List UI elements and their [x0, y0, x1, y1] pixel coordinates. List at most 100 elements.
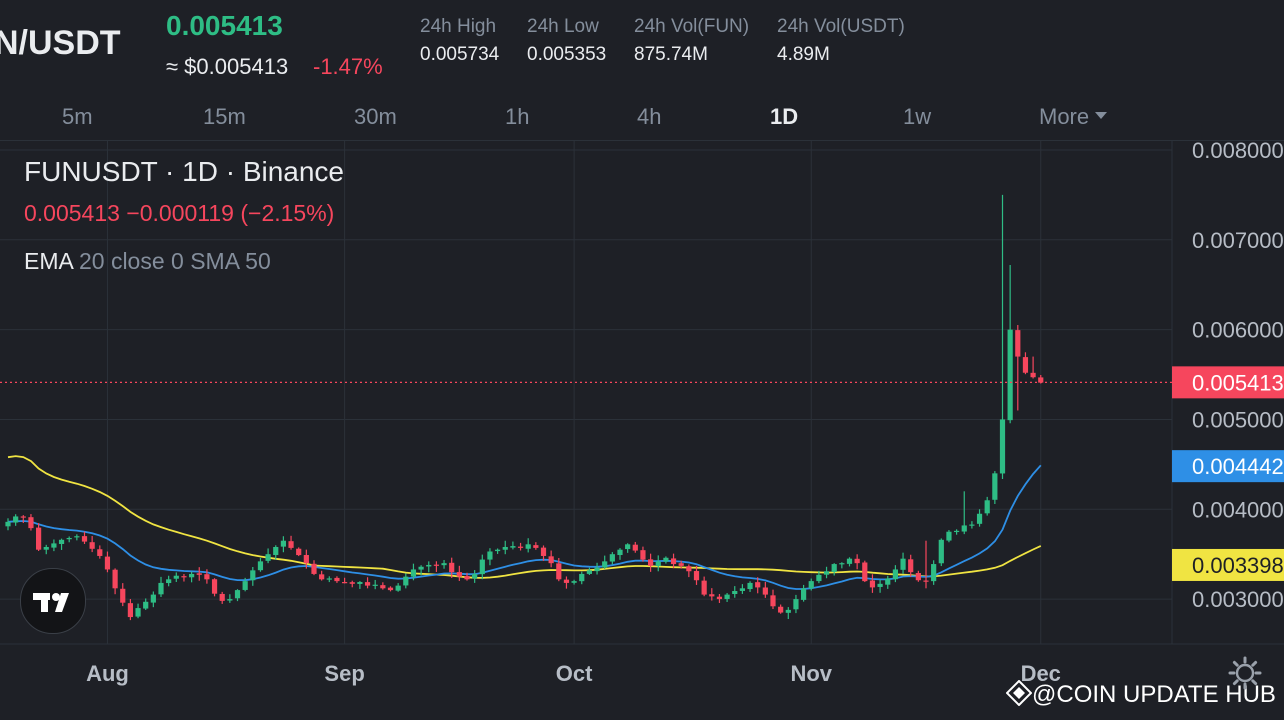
y-tick-label: 0.006000	[1192, 318, 1284, 343]
candle-body	[831, 564, 837, 572]
candle-body	[357, 582, 363, 584]
candle-body	[51, 543, 57, 548]
tab-4h[interactable]: 4h	[637, 104, 662, 129]
sma-50-line	[7, 455, 1042, 579]
candle-body	[854, 558, 860, 564]
tab-1h[interactable]: 1h	[505, 104, 530, 129]
grid	[0, 141, 1284, 645]
tab-5m[interactable]: 5m	[62, 104, 93, 129]
candle-body	[502, 546, 508, 550]
candle-body	[954, 530, 960, 533]
candle-body	[36, 527, 42, 550]
more-label: More	[1039, 104, 1090, 129]
candle-body	[410, 569, 417, 577]
candle-body	[877, 583, 883, 587]
candle-body	[372, 584, 378, 586]
x-tick-label: Sep	[324, 661, 364, 686]
candle-body	[158, 582, 164, 595]
price-tag-box	[1172, 450, 1284, 483]
caret-down-icon	[1095, 111, 1108, 119]
candle-body	[579, 573, 585, 582]
change-percent: -1.47%	[313, 54, 383, 79]
settings-gear-icon[interactable]	[1228, 656, 1262, 690]
candle-body	[166, 579, 172, 584]
tradingview-logo[interactable]	[20, 568, 86, 634]
candle-body	[586, 570, 592, 574]
candle-body	[923, 580, 929, 582]
candle-body	[869, 580, 876, 588]
price-axis: 0.008000 0.007000 0.006000 0.005000 0.004000…	[1172, 141, 1284, 612]
tab-30m[interactable]: 30m	[354, 104, 397, 129]
candle-body	[196, 573, 202, 575]
x-tick-label: Dec	[1021, 661, 1061, 686]
watermark: @COIN UPDATE HUB	[1005, 679, 1276, 709]
candle-body	[648, 559, 654, 566]
candle-body	[334, 577, 340, 582]
candles	[5, 194, 1044, 621]
candle-body	[495, 549, 501, 552]
candle-body	[510, 546, 516, 548]
candle-body	[227, 599, 233, 601]
candle-body	[655, 561, 661, 567]
y-tick-label: 0.005000	[1192, 407, 1284, 432]
candle-body	[449, 562, 455, 573]
ema-20-line	[7, 464, 1042, 590]
price-tag-box	[1172, 548, 1284, 581]
candle-body	[778, 606, 784, 613]
candle-body	[403, 576, 409, 586]
x-tick-label: Oct	[556, 661, 593, 686]
price-tag-box	[1172, 366, 1284, 399]
candle-body	[127, 603, 133, 618]
candle-body	[479, 559, 485, 575]
candle-body	[625, 544, 631, 550]
candle-body	[173, 575, 179, 579]
candle-body	[135, 608, 141, 617]
candle-body	[234, 590, 241, 599]
candle-body	[548, 556, 554, 564]
candle-body	[1038, 377, 1044, 383]
candle-body	[885, 578, 891, 585]
candle-body	[747, 582, 753, 590]
candle-body	[617, 549, 623, 556]
price-tag-label: 0.005413	[1192, 370, 1284, 395]
candle-body	[219, 593, 225, 601]
candle-body	[112, 569, 118, 589]
candle-body	[976, 513, 983, 524]
tab-15m[interactable]: 15m	[203, 104, 246, 129]
x-tick-label: Aug	[86, 661, 129, 686]
candle-body	[456, 572, 462, 577]
candle-body	[839, 563, 845, 565]
candle-body	[104, 556, 111, 570]
candle-body	[755, 582, 761, 588]
candle-body	[1015, 330, 1021, 357]
stat-label: 24h High	[420, 16, 497, 37]
candle-body	[303, 555, 309, 564]
tab-more[interactable]: More	[1039, 104, 1108, 130]
candle-body	[472, 573, 478, 579]
candle-body	[387, 587, 394, 591]
tab-1d[interactable]: 1D	[770, 104, 799, 129]
candle-body	[517, 546, 524, 548]
stat-value: 0.005734	[420, 44, 500, 65]
candle-body	[908, 559, 914, 573]
stat-24h-high: 24h High 0.005734	[420, 16, 499, 66]
candle-body	[961, 525, 967, 532]
candlestick-chart[interactable]: 0.008000 0.007000 0.006000 0.005000 0.004000…	[0, 141, 1284, 720]
candle-body	[701, 580, 707, 595]
candle-body	[670, 558, 677, 565]
pair-title[interactable]: N/USDT	[0, 24, 121, 62]
candle-body	[28, 517, 34, 529]
tab-1w[interactable]: 1w	[903, 104, 932, 129]
stat-label: 24h Vol(USDT)	[777, 16, 905, 37]
candle-body	[556, 563, 562, 580]
candle-body	[66, 538, 72, 540]
candle-body	[211, 579, 218, 594]
candle-body	[319, 574, 325, 580]
candle-body	[89, 542, 95, 549]
candle-body	[288, 541, 294, 548]
y-tick-label: 0.004000	[1192, 497, 1284, 522]
market-header: N/USDT 0.005413 ≈ $0.005413 -1.47% 24h H…	[0, 0, 1284, 90]
indicator-legend[interactable]: EMA 20 close 0 SMA 50	[24, 248, 271, 275]
candle-body	[931, 564, 937, 582]
candle-body	[732, 591, 738, 595]
